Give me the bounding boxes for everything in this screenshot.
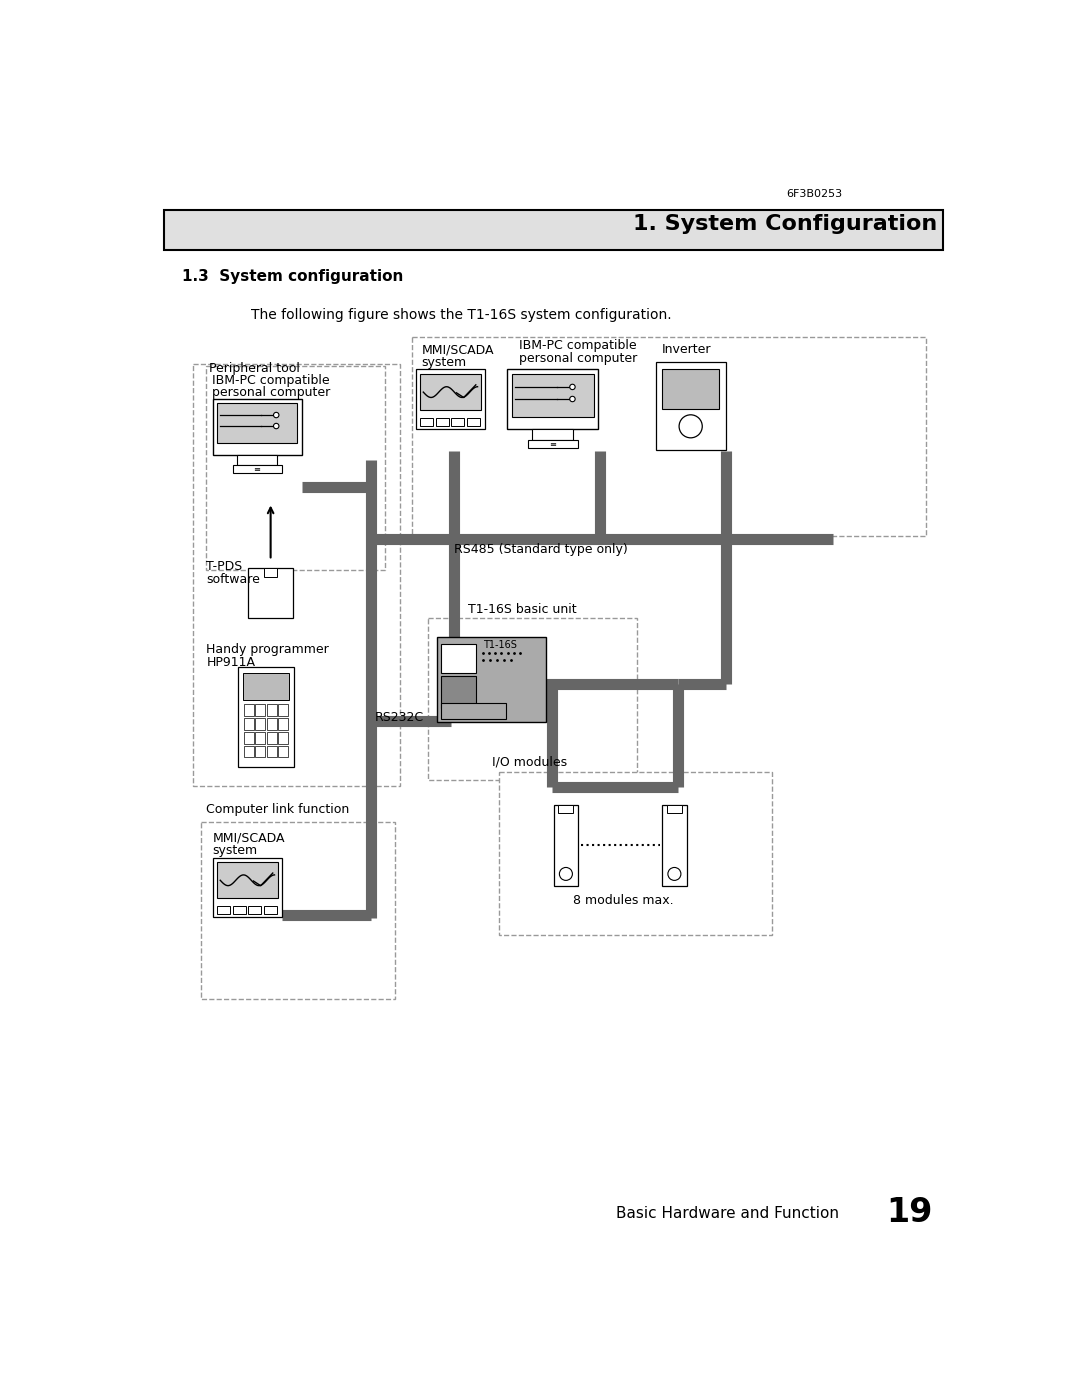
Bar (248, 569, 293, 617)
Bar (428, 617, 637, 780)
Text: RS485 (Standard type only): RS485 (Standard type only) (455, 543, 629, 556)
Text: ≡: ≡ (254, 465, 260, 474)
Bar (248, 907, 261, 914)
Bar (267, 746, 276, 757)
Bar (267, 732, 276, 743)
Bar (467, 418, 480, 426)
Text: Computer link function: Computer link function (206, 803, 350, 816)
Bar (255, 746, 266, 757)
Text: 19: 19 (887, 1196, 933, 1228)
Text: T1-16S basic unit: T1-16S basic unit (469, 602, 577, 616)
Bar (255, 718, 266, 729)
Text: 8 modules max.: 8 modules max. (572, 894, 674, 907)
Bar (255, 704, 266, 715)
Text: HP911A: HP911A (206, 655, 255, 669)
Text: MMI/SCADA: MMI/SCADA (422, 344, 495, 356)
Bar (441, 704, 507, 718)
Bar (164, 210, 943, 250)
Bar (413, 337, 926, 535)
Bar (232, 907, 246, 914)
Bar (243, 718, 254, 729)
Bar (264, 907, 276, 914)
Text: The following figure shows the T1-16S system configuration.: The following figure shows the T1-16S sy… (252, 307, 672, 321)
Bar (267, 718, 276, 729)
Bar (217, 907, 230, 914)
Bar (554, 805, 578, 886)
Bar (232, 465, 282, 472)
Bar (279, 704, 288, 715)
Circle shape (679, 415, 702, 437)
Bar (656, 362, 726, 450)
Bar (507, 369, 598, 429)
Circle shape (273, 423, 279, 429)
Bar (420, 418, 433, 426)
Bar (420, 374, 481, 411)
Circle shape (273, 412, 279, 418)
Bar (243, 673, 289, 700)
Bar (662, 369, 719, 409)
Bar (243, 704, 254, 715)
Text: 1.3  System configuration: 1.3 System configuration (181, 270, 403, 284)
Bar (206, 366, 384, 570)
Bar (201, 823, 394, 999)
Bar (243, 732, 254, 743)
Bar (499, 773, 772, 936)
Text: software: software (206, 573, 260, 585)
Text: 1. System Configuration: 1. System Configuration (633, 214, 937, 233)
Circle shape (570, 384, 576, 390)
Bar (255, 732, 266, 743)
Bar (437, 637, 545, 722)
Bar (441, 644, 476, 673)
Text: T1-16S: T1-16S (483, 640, 516, 651)
Bar (238, 666, 294, 767)
Bar (213, 398, 301, 455)
Bar (441, 676, 476, 708)
Bar (667, 805, 681, 813)
Bar (217, 862, 278, 898)
Bar (264, 569, 278, 577)
Bar (558, 805, 573, 813)
Text: Peripheral tool: Peripheral tool (208, 362, 299, 374)
Text: RS232C: RS232C (375, 711, 424, 724)
Text: I/O modules: I/O modules (491, 756, 567, 768)
Circle shape (559, 868, 572, 880)
Text: 6F3B0253: 6F3B0253 (786, 189, 842, 200)
Text: MMI/SCADA: MMI/SCADA (213, 831, 285, 844)
Bar (213, 858, 282, 916)
Text: system: system (422, 355, 467, 369)
Text: ≡: ≡ (550, 440, 556, 450)
Bar (237, 455, 278, 465)
Bar (279, 732, 288, 743)
Bar (435, 418, 449, 426)
Text: personal computer: personal computer (518, 352, 637, 365)
Text: Basic Hardware and Function: Basic Hardware and Function (616, 1206, 838, 1221)
Text: IBM-PC compatible: IBM-PC compatible (213, 374, 330, 387)
Bar (527, 440, 578, 448)
Text: Handy programmer: Handy programmer (206, 644, 329, 657)
Text: IBM-PC compatible: IBM-PC compatible (518, 339, 636, 352)
Bar (662, 805, 687, 886)
Bar (279, 718, 288, 729)
Bar (451, 418, 464, 426)
Bar (416, 369, 485, 429)
Text: personal computer: personal computer (213, 387, 330, 400)
Bar (193, 365, 400, 787)
Bar (512, 374, 594, 418)
Bar (267, 704, 276, 715)
Circle shape (667, 868, 680, 880)
Text: Inverter: Inverter (662, 344, 712, 356)
Text: T-PDS: T-PDS (206, 560, 243, 573)
Bar (217, 404, 297, 443)
Bar (532, 429, 573, 440)
Bar (279, 746, 288, 757)
Bar (243, 746, 254, 757)
Text: system: system (213, 844, 258, 856)
Circle shape (570, 397, 576, 402)
